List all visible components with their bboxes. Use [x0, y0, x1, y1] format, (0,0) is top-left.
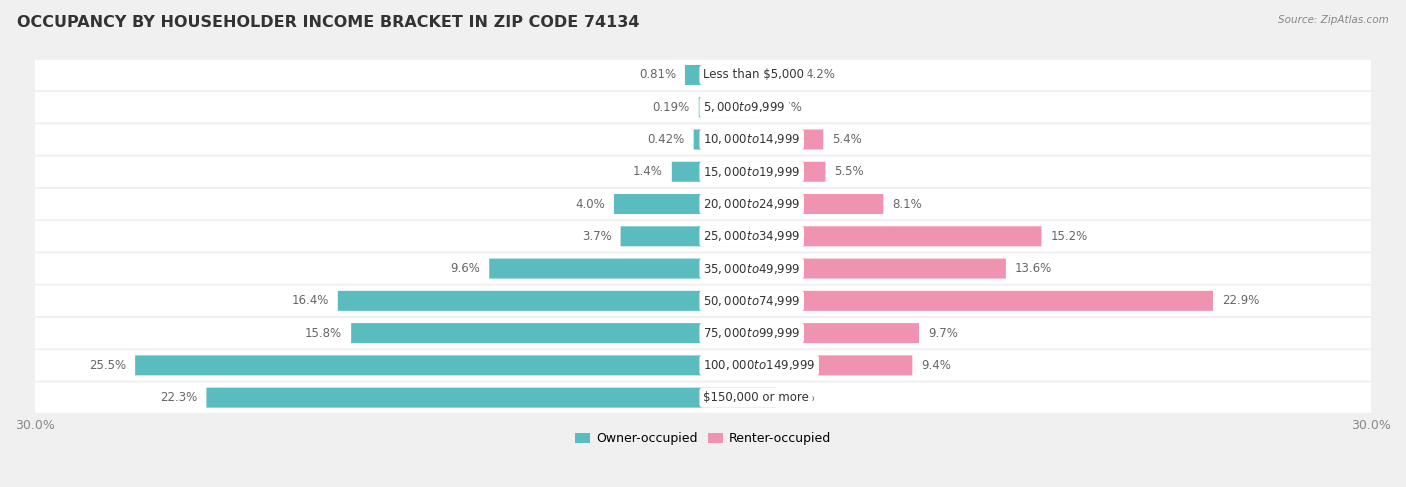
FancyBboxPatch shape	[21, 318, 1385, 348]
Text: 3.7%: 3.7%	[582, 230, 612, 243]
FancyBboxPatch shape	[21, 382, 1385, 413]
FancyBboxPatch shape	[685, 65, 703, 85]
FancyBboxPatch shape	[614, 194, 703, 214]
Text: $5,000 to $9,999: $5,000 to $9,999	[703, 100, 786, 114]
FancyBboxPatch shape	[21, 189, 1385, 219]
FancyBboxPatch shape	[703, 323, 920, 343]
FancyBboxPatch shape	[703, 97, 763, 117]
Text: 16.4%: 16.4%	[291, 294, 329, 307]
Text: 9.6%: 9.6%	[450, 262, 481, 275]
Text: 9.7%: 9.7%	[928, 327, 957, 339]
Text: $35,000 to $49,999: $35,000 to $49,999	[703, 262, 800, 276]
Text: 15.2%: 15.2%	[1050, 230, 1088, 243]
FancyBboxPatch shape	[703, 259, 1005, 279]
Text: $20,000 to $24,999: $20,000 to $24,999	[703, 197, 800, 211]
FancyBboxPatch shape	[489, 259, 703, 279]
FancyBboxPatch shape	[620, 226, 703, 246]
FancyBboxPatch shape	[21, 157, 1385, 187]
Text: 5.5%: 5.5%	[834, 165, 865, 178]
Text: 4.2%: 4.2%	[806, 69, 835, 81]
FancyBboxPatch shape	[21, 221, 1385, 251]
FancyBboxPatch shape	[21, 60, 1385, 90]
Legend: Owner-occupied, Renter-occupied: Owner-occupied, Renter-occupied	[569, 427, 837, 450]
FancyBboxPatch shape	[693, 130, 703, 150]
Text: $150,000 or more: $150,000 or more	[703, 391, 808, 404]
Text: 15.8%: 15.8%	[305, 327, 342, 339]
Text: 8.1%: 8.1%	[893, 198, 922, 210]
Text: 3.3%: 3.3%	[786, 391, 815, 404]
Text: 5.4%: 5.4%	[832, 133, 862, 146]
Text: 25.5%: 25.5%	[89, 359, 127, 372]
Text: $75,000 to $99,999: $75,000 to $99,999	[703, 326, 800, 340]
Text: Less than $5,000: Less than $5,000	[703, 69, 804, 81]
FancyBboxPatch shape	[207, 388, 703, 408]
Text: 0.19%: 0.19%	[652, 101, 690, 114]
FancyBboxPatch shape	[21, 124, 1385, 155]
FancyBboxPatch shape	[703, 388, 776, 408]
Text: 4.0%: 4.0%	[575, 198, 605, 210]
Text: Source: ZipAtlas.com: Source: ZipAtlas.com	[1278, 15, 1389, 25]
Text: $15,000 to $19,999: $15,000 to $19,999	[703, 165, 800, 179]
Text: 13.6%: 13.6%	[1015, 262, 1052, 275]
FancyBboxPatch shape	[135, 356, 703, 375]
FancyBboxPatch shape	[21, 253, 1385, 284]
FancyBboxPatch shape	[703, 226, 1042, 246]
FancyBboxPatch shape	[703, 162, 825, 182]
FancyBboxPatch shape	[703, 291, 1213, 311]
FancyBboxPatch shape	[703, 65, 797, 85]
Text: $100,000 to $149,999: $100,000 to $149,999	[703, 358, 815, 373]
FancyBboxPatch shape	[703, 356, 912, 375]
FancyBboxPatch shape	[703, 194, 883, 214]
FancyBboxPatch shape	[672, 162, 703, 182]
Text: 0.81%: 0.81%	[638, 69, 676, 81]
Text: 22.9%: 22.9%	[1222, 294, 1260, 307]
Text: $25,000 to $34,999: $25,000 to $34,999	[703, 229, 800, 244]
FancyBboxPatch shape	[337, 291, 703, 311]
FancyBboxPatch shape	[352, 323, 703, 343]
FancyBboxPatch shape	[699, 97, 703, 117]
Text: $50,000 to $74,999: $50,000 to $74,999	[703, 294, 800, 308]
Text: $10,000 to $14,999: $10,000 to $14,999	[703, 132, 800, 147]
Text: 1.4%: 1.4%	[633, 165, 662, 178]
FancyBboxPatch shape	[21, 350, 1385, 380]
Text: OCCUPANCY BY HOUSEHOLDER INCOME BRACKET IN ZIP CODE 74134: OCCUPANCY BY HOUSEHOLDER INCOME BRACKET …	[17, 15, 640, 30]
Text: 9.4%: 9.4%	[921, 359, 950, 372]
FancyBboxPatch shape	[21, 92, 1385, 122]
Text: 22.3%: 22.3%	[160, 391, 197, 404]
FancyBboxPatch shape	[21, 286, 1385, 316]
FancyBboxPatch shape	[703, 130, 824, 150]
Text: 2.7%: 2.7%	[772, 101, 801, 114]
Text: 0.42%: 0.42%	[648, 133, 685, 146]
